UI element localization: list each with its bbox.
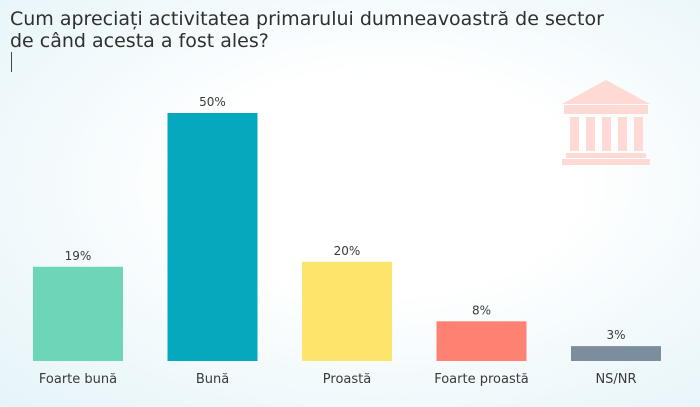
category-label-3: Proastă — [323, 372, 371, 387]
chart-title-line-2-text: de când acesta a fost ales? — [10, 30, 269, 52]
bars-group: 19% Foarte bună 50% Bună 20% Proastă 8% Foarte … — [33, 95, 661, 387]
chart-title-line-2: de când acesta a fost ales? — [10, 30, 610, 72]
category-label-4: Foarte proastă — [434, 372, 529, 387]
value-label-3: 20% — [334, 244, 361, 258]
category-label-1: Foarte bună — [39, 372, 117, 387]
category-label-2: Bună — [196, 372, 229, 387]
bar-4 — [436, 321, 527, 361]
bar-2 — [167, 113, 258, 361]
bar-3 — [302, 261, 392, 361]
value-label-5: 3% — [606, 328, 625, 342]
value-label-2: 50% — [199, 95, 226, 109]
value-label-1: 19% — [65, 249, 92, 263]
value-label-4: 8% — [472, 303, 491, 317]
government-building-icon — [562, 80, 650, 165]
bar-1 — [33, 266, 123, 361]
chart-title-line-1: Cum apreciați activitatea primarului dum… — [10, 8, 604, 30]
bar-5 — [571, 346, 661, 361]
category-label-5: NS/NR — [595, 372, 636, 387]
text-cursor — [11, 52, 12, 72]
chart-title: Cum apreciați activitatea primarului dum… — [10, 8, 610, 72]
